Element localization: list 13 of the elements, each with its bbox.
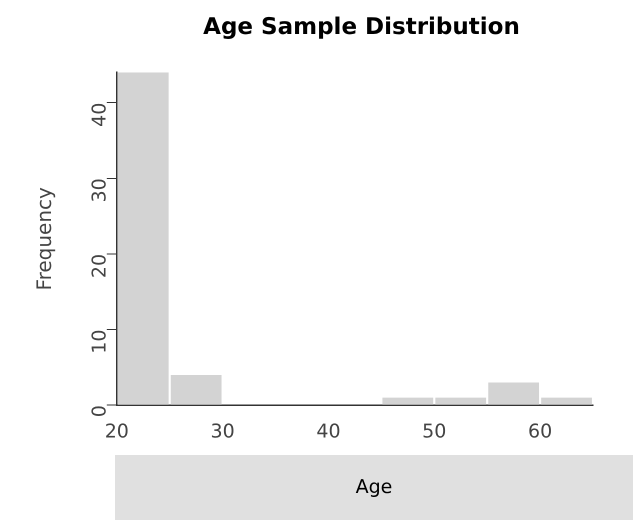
y-tick-label: 10 (88, 330, 111, 354)
x-tick-label: 50 (422, 420, 446, 443)
y-tick-label: 40 (88, 102, 111, 127)
y-tick-label: 0 (88, 405, 111, 418)
chart-title: Age Sample Distribution (202, 14, 521, 42)
y-tick-label: 20 (88, 254, 111, 278)
x-tick-label: 30 (210, 420, 235, 443)
x-tick-label: 40 (316, 420, 341, 443)
x-tick-label: 60 (528, 420, 552, 443)
x-tick-label: 20 (104, 420, 129, 443)
x-axis-title: Age (115, 455, 633, 520)
y-tick-label: 30 (88, 178, 111, 202)
y-axis-title: Frequency (32, 186, 56, 290)
